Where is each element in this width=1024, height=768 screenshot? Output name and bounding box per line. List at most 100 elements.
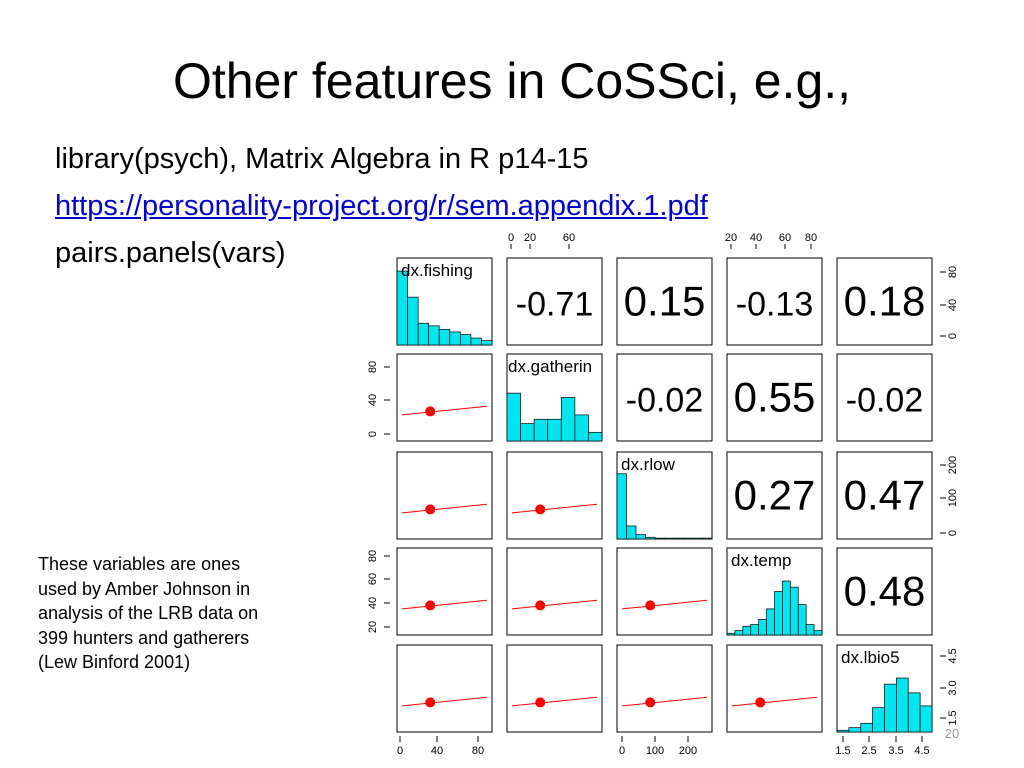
histogram-bar	[506, 392, 521, 442]
histogram-bar	[860, 722, 873, 733]
axis-label: 40	[947, 299, 959, 311]
mean-point	[755, 697, 766, 708]
panel	[506, 644, 603, 733]
histogram-bar	[417, 322, 430, 346]
axis-label: 60	[563, 232, 575, 244]
variable-name: dx.rlow	[621, 455, 676, 474]
histogram-bar	[428, 325, 440, 346]
histogram-bar	[805, 624, 815, 636]
axis-label: 4.5	[947, 648, 959, 663]
page-number: 20	[945, 726, 959, 741]
panel	[396, 451, 493, 540]
link[interactable]: https://personality-project.org/r/sem.ap…	[55, 190, 708, 222]
axis-label: 40	[367, 597, 379, 609]
histogram-bar	[533, 418, 549, 442]
histogram-bar	[574, 414, 589, 442]
histogram-bar	[836, 729, 850, 733]
panel	[506, 547, 603, 636]
axis-label: 80	[472, 745, 484, 757]
histogram-bar	[702, 537, 713, 540]
note-line: analysis of the LRB data on	[38, 603, 259, 623]
histogram-bar	[560, 397, 576, 442]
fit-line	[511, 503, 598, 514]
note-line: used by Amber Johnson in	[38, 578, 251, 599]
panel	[616, 353, 713, 442]
panel	[836, 451, 933, 540]
axis-label: 40	[367, 394, 379, 406]
fit-line	[731, 696, 818, 707]
variable-name: dx.fishing	[401, 261, 473, 280]
fit-line	[511, 599, 598, 610]
panel	[506, 257, 603, 346]
axis-label: 0	[619, 745, 625, 757]
axis-label: 80	[947, 266, 959, 278]
histogram-bar	[547, 418, 562, 442]
mean-point	[425, 406, 436, 417]
histogram-bar	[449, 331, 461, 346]
panel	[616, 257, 713, 346]
histogram-bar	[742, 625, 752, 636]
histogram-bar	[750, 624, 760, 636]
note-line: 399 hunters and gatherers	[38, 627, 250, 648]
mean-point	[645, 600, 656, 611]
histogram-bar	[884, 683, 897, 733]
panel	[396, 353, 493, 442]
panel	[836, 257, 933, 346]
slide-title: Other features in CoSSci, e.g.,	[172, 53, 852, 109]
histogram-bar	[896, 677, 909, 733]
histogram-bar	[459, 334, 472, 346]
axis-label: 0	[947, 530, 959, 536]
panel	[396, 644, 493, 733]
axis-label: 3.5	[888, 745, 903, 757]
correlation: -0.02	[626, 382, 704, 420]
variable-name: dx.gatherin	[508, 357, 592, 376]
body-line: pairs.panels(vars)	[55, 237, 286, 269]
correlation: 0.15	[624, 278, 706, 325]
histogram-bar	[726, 632, 736, 636]
axis-label: 4.5	[914, 745, 929, 757]
correlation: 0.55	[734, 374, 816, 421]
panel	[726, 451, 823, 540]
fit-line	[401, 405, 488, 416]
axis-label: 60	[367, 573, 379, 585]
panel	[726, 257, 823, 346]
histogram-bar	[919, 705, 933, 733]
histogram-bar	[683, 537, 694, 540]
histogram-bar	[664, 537, 675, 540]
axis-label: 0	[947, 333, 959, 339]
histogram-bar	[635, 534, 646, 540]
histogram-bar	[396, 270, 408, 346]
correlation: -0.71	[516, 286, 594, 324]
note: These variables are ones used by Amber J…	[38, 552, 258, 675]
fit-line	[621, 696, 708, 707]
axis-label: 100	[646, 745, 664, 757]
body-line: library(psych), Matrix Algebra in R p14-…	[55, 143, 589, 175]
axis-label: 60	[779, 232, 791, 244]
histogram-bar	[813, 630, 823, 636]
mean-point	[535, 504, 546, 515]
panel	[396, 547, 493, 636]
axis-label: 0	[397, 745, 403, 757]
note-line: These variables are ones	[38, 554, 241, 574]
histogram-bar	[766, 608, 775, 636]
histogram-bar	[470, 337, 482, 346]
correlation: 0.48	[844, 568, 926, 615]
correlation: 0.27	[734, 472, 816, 519]
histogram-bar	[734, 630, 744, 636]
fit-line	[401, 696, 488, 707]
axis-label: 0	[367, 431, 379, 437]
axis-label: 3.0	[947, 680, 959, 695]
mean-point	[535, 600, 546, 611]
histogram-bar	[848, 727, 862, 733]
axis-label: 1.5	[947, 710, 959, 725]
note-line: (Lew Binford 2001)	[38, 652, 191, 672]
mean-point	[425, 600, 436, 611]
fit-line	[621, 599, 708, 610]
axis-label: 40	[750, 232, 762, 244]
fit-line	[401, 503, 488, 514]
axis-label: 2.5	[861, 745, 876, 757]
correlation: 0.18	[844, 278, 926, 325]
histogram-bar	[907, 692, 921, 733]
